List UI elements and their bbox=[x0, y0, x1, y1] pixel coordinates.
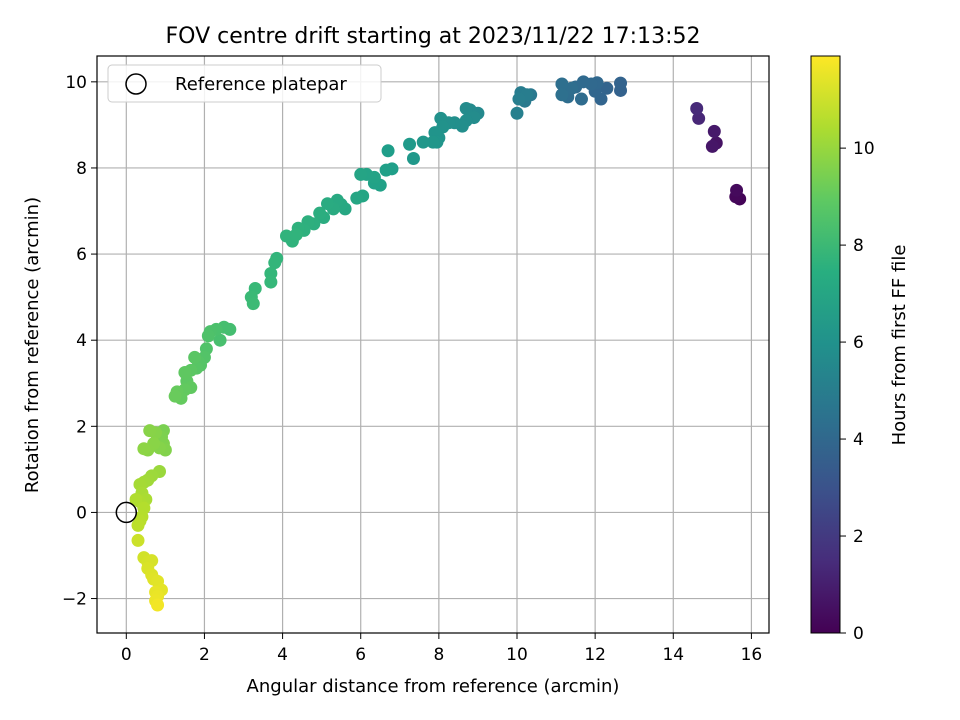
y-tick-label: 6 bbox=[76, 245, 87, 265]
data-point bbox=[131, 518, 145, 532]
data-point bbox=[379, 163, 393, 177]
data-point bbox=[350, 191, 364, 205]
x-axis-ticks: 0 2 4 6 8 10 12 14 16 bbox=[121, 633, 762, 665]
data-point bbox=[268, 256, 282, 270]
y-axis-ticks: −2 0 2 4 6 8 10 bbox=[62, 73, 97, 610]
colorbar-tick-label: 2 bbox=[853, 527, 864, 547]
x-axis-label: Angular distance from reference (arcmin) bbox=[247, 676, 620, 697]
y-tick-label: 10 bbox=[65, 73, 87, 93]
data-point bbox=[131, 533, 145, 547]
data-point bbox=[574, 92, 588, 106]
data-point bbox=[707, 124, 721, 138]
colorbar: 0 2 4 6 8 10 Hours from first FF file bbox=[810, 55, 910, 644]
x-tick-label: 6 bbox=[355, 645, 366, 665]
colorbar-tick-label: 0 bbox=[853, 624, 864, 644]
x-tick-label: 8 bbox=[433, 645, 444, 665]
chart-title: FOV centre drift starting at 2023/11/22 … bbox=[166, 24, 701, 49]
legend: Reference platepar bbox=[107, 64, 382, 103]
x-tick-label: 10 bbox=[506, 645, 528, 665]
data-point bbox=[705, 139, 719, 153]
data-point bbox=[406, 151, 420, 165]
data-point bbox=[354, 167, 368, 181]
x-tick-label: 0 bbox=[121, 645, 132, 665]
data-point bbox=[600, 81, 614, 95]
data-point bbox=[614, 76, 628, 90]
data-point bbox=[692, 111, 706, 125]
data-point bbox=[565, 81, 579, 95]
data-point bbox=[188, 350, 202, 364]
colorbar-ticks: 0 2 4 6 8 10 bbox=[840, 139, 875, 644]
x-tick-label: 12 bbox=[584, 645, 606, 665]
y-tick-label: 2 bbox=[76, 417, 87, 437]
y-tick-label: 0 bbox=[76, 503, 87, 523]
y-tick-label: 4 bbox=[76, 331, 87, 351]
data-point bbox=[690, 102, 704, 116]
grid bbox=[97, 56, 769, 633]
data-point bbox=[201, 329, 215, 343]
data-point bbox=[555, 88, 569, 102]
data-point bbox=[510, 106, 524, 120]
data-point bbox=[459, 102, 473, 116]
data-point bbox=[168, 389, 182, 403]
data-point bbox=[403, 137, 417, 151]
x-tick-label: 2 bbox=[199, 645, 210, 665]
colorbar-label: Hours from first FF file bbox=[889, 245, 910, 446]
data-point bbox=[137, 442, 151, 456]
x-tick-label: 16 bbox=[741, 645, 763, 665]
data-point bbox=[264, 275, 278, 289]
colorbar-tick-label: 6 bbox=[853, 333, 864, 353]
data-point bbox=[381, 144, 395, 158]
data-point bbox=[426, 135, 440, 149]
data-point bbox=[213, 333, 227, 347]
plot-frame bbox=[96, 55, 770, 634]
data-point bbox=[730, 183, 744, 197]
data-point bbox=[246, 297, 260, 311]
data-point bbox=[151, 598, 165, 612]
data-point bbox=[313, 206, 327, 220]
data-point bbox=[289, 228, 303, 242]
data-point bbox=[512, 92, 526, 106]
data-point bbox=[178, 365, 192, 379]
data-point bbox=[321, 197, 335, 211]
scatter-points bbox=[129, 75, 747, 612]
colorbar-gradient bbox=[810, 55, 841, 634]
legend-entry-reference-platepar: Reference platepar bbox=[175, 74, 347, 95]
colorbar-tick-label: 10 bbox=[853, 139, 875, 159]
y-tick-label: −2 bbox=[62, 590, 87, 610]
reference-marker-layer bbox=[115, 501, 138, 524]
data-point bbox=[129, 493, 143, 507]
data-point bbox=[143, 424, 157, 438]
y-tick-label: 8 bbox=[76, 159, 87, 179]
reference-platepar-marker bbox=[115, 501, 138, 524]
data-point bbox=[416, 135, 430, 149]
colorbar-tick-label: 8 bbox=[853, 236, 864, 256]
x-tick-label: 14 bbox=[662, 645, 684, 665]
data-point bbox=[279, 229, 293, 243]
legend-reference-marker bbox=[125, 73, 147, 95]
y-axis-label: Rotation from reference (arcmin) bbox=[22, 197, 43, 493]
colorbar-tick-label: 4 bbox=[853, 430, 864, 450]
data-point bbox=[555, 77, 569, 91]
x-tick-label: 4 bbox=[277, 645, 288, 665]
